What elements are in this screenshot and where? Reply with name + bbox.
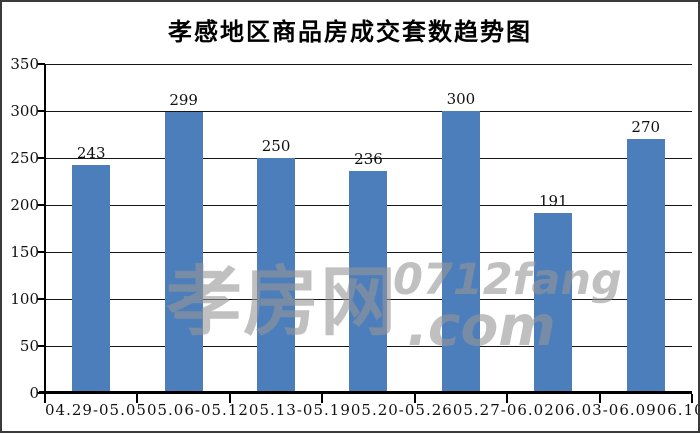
x-tick — [321, 394, 324, 403]
bar-series: 243 299 250 236 300 191 — [45, 64, 692, 393]
y-axis-line — [44, 64, 46, 399]
bar-value-label: 299 — [169, 90, 198, 109]
y-tick — [38, 63, 45, 65]
y-tick-label: 100 — [10, 290, 39, 308]
bar-group: 270 — [600, 64, 692, 393]
x-axis-line — [39, 391, 692, 394]
y-tick — [38, 156, 45, 159]
y-tick-label: 200 — [10, 196, 39, 214]
bar — [257, 158, 296, 393]
bar — [441, 111, 480, 393]
x-tick-label: 05.13-05.19 — [248, 401, 351, 419]
x-tick-label: 05.27-06.02 — [452, 401, 555, 419]
bar — [349, 171, 388, 393]
y-tick-label: 250 — [10, 148, 39, 167]
y-tick-label: 50 — [19, 337, 39, 355]
gridline — [45, 64, 692, 65]
bar-value-label: 243 — [76, 143, 106, 162]
y-tick — [38, 204, 45, 206]
y-tick-label: 350 — [10, 55, 39, 73]
bar-value-label: 300 — [446, 90, 476, 108]
bar — [626, 139, 665, 393]
y-tick-label: 300 — [10, 101, 39, 120]
x-tick — [413, 394, 416, 403]
x-axis-labels: 04.29-05.05 05.06-05.12 05.13-05.19 05.2… — [45, 401, 698, 419]
y-tick — [38, 298, 45, 300]
bar-value-label: 270 — [631, 118, 661, 137]
bar-group: 243 — [45, 64, 137, 393]
chart-title: 孝感地区商品房成交套数趋势图 — [168, 18, 532, 46]
x-tick — [598, 394, 601, 403]
y-tick — [38, 109, 45, 112]
x-tick — [136, 394, 139, 403]
bar-group: 300 — [415, 64, 507, 393]
y-axis-labels: 350 300 250 200 150 100 50 0 — [2, 55, 39, 402]
bar-group: 250 — [230, 64, 322, 393]
x-tick — [691, 394, 693, 403]
x-tick-label: 05.06-05.12 — [146, 401, 249, 419]
bar — [534, 213, 573, 393]
gridline — [45, 158, 692, 159]
bar-group: 191 — [507, 64, 599, 393]
y-tick — [38, 250, 45, 253]
x-tick-label: 05.20-05.26 — [350, 401, 453, 419]
bar-value-label: 236 — [354, 150, 383, 169]
plot-area: 243 299 250 236 300 191 — [38, 63, 693, 403]
bar-group: 236 — [322, 64, 414, 393]
y-tick-label: 150 — [10, 242, 39, 261]
x-tick-label: 06.10-06.16 — [656, 401, 700, 419]
bar-value-label: 250 — [261, 137, 291, 155]
bar-group: 299 — [137, 64, 229, 393]
gridline — [45, 111, 692, 112]
bar — [72, 164, 111, 393]
x-tick — [228, 394, 231, 403]
x-tick-label: 04.29-05.05 — [45, 401, 147, 419]
x-tick-label: 06.03-06.09 — [554, 401, 657, 419]
bar-value-label: 191 — [539, 192, 568, 211]
bar — [164, 111, 203, 393]
y-tick-label: 0 — [29, 384, 39, 402]
y-tick — [38, 345, 45, 347]
x-tick — [506, 394, 509, 403]
